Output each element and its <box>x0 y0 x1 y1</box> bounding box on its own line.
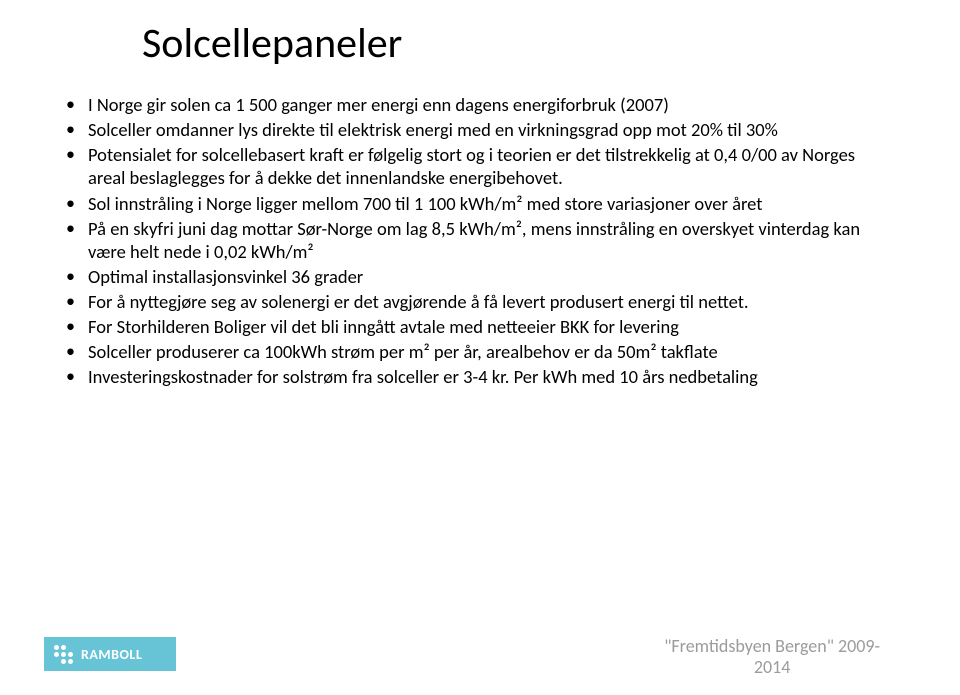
bullet-item: Sol innstråling i Norge ligger mellom 70… <box>64 192 896 215</box>
bullet-item: Potensialet for solcellebasert kraft er … <box>64 143 896 189</box>
bullet-item: Solceller omdanner lys direkte til elekt… <box>64 118 896 141</box>
brand-logo-icon <box>54 645 73 664</box>
bullet-item: Investeringskostnader for solstrøm fra s… <box>64 365 896 388</box>
bullet-item: Solceller produserer ca 100kWh strøm per… <box>64 340 896 363</box>
bullet-item: Optimal installasjonsvinkel 36 grader <box>64 265 896 288</box>
brand-logo: RAMBOLL <box>44 637 176 671</box>
page-title: Solcellepaneler <box>142 18 896 69</box>
footer-text: "Fremtidsbyen Bergen" 2009- 2014 <box>664 636 880 679</box>
slide: Solcellepaneler I Norge gir solen ca 1 5… <box>0 0 960 695</box>
bullet-list: I Norge gir solen ca 1 500 ganger mer en… <box>64 93 896 389</box>
footer-line-2: 2014 <box>754 656 791 678</box>
bullet-item: For å nyttegjøre seg av solenergi er det… <box>64 290 896 313</box>
bullet-item: For Storhilderen Boliger vil det bli inn… <box>64 315 896 338</box>
bullet-item: I Norge gir solen ca 1 500 ganger mer en… <box>64 93 896 116</box>
bullet-item: På en skyfri juni dag mottar Sør-Norge o… <box>64 217 896 263</box>
footer-line-1: "Fremtidsbyen Bergen" 2009- <box>664 635 880 657</box>
brand-name: RAMBOLL <box>81 646 142 663</box>
